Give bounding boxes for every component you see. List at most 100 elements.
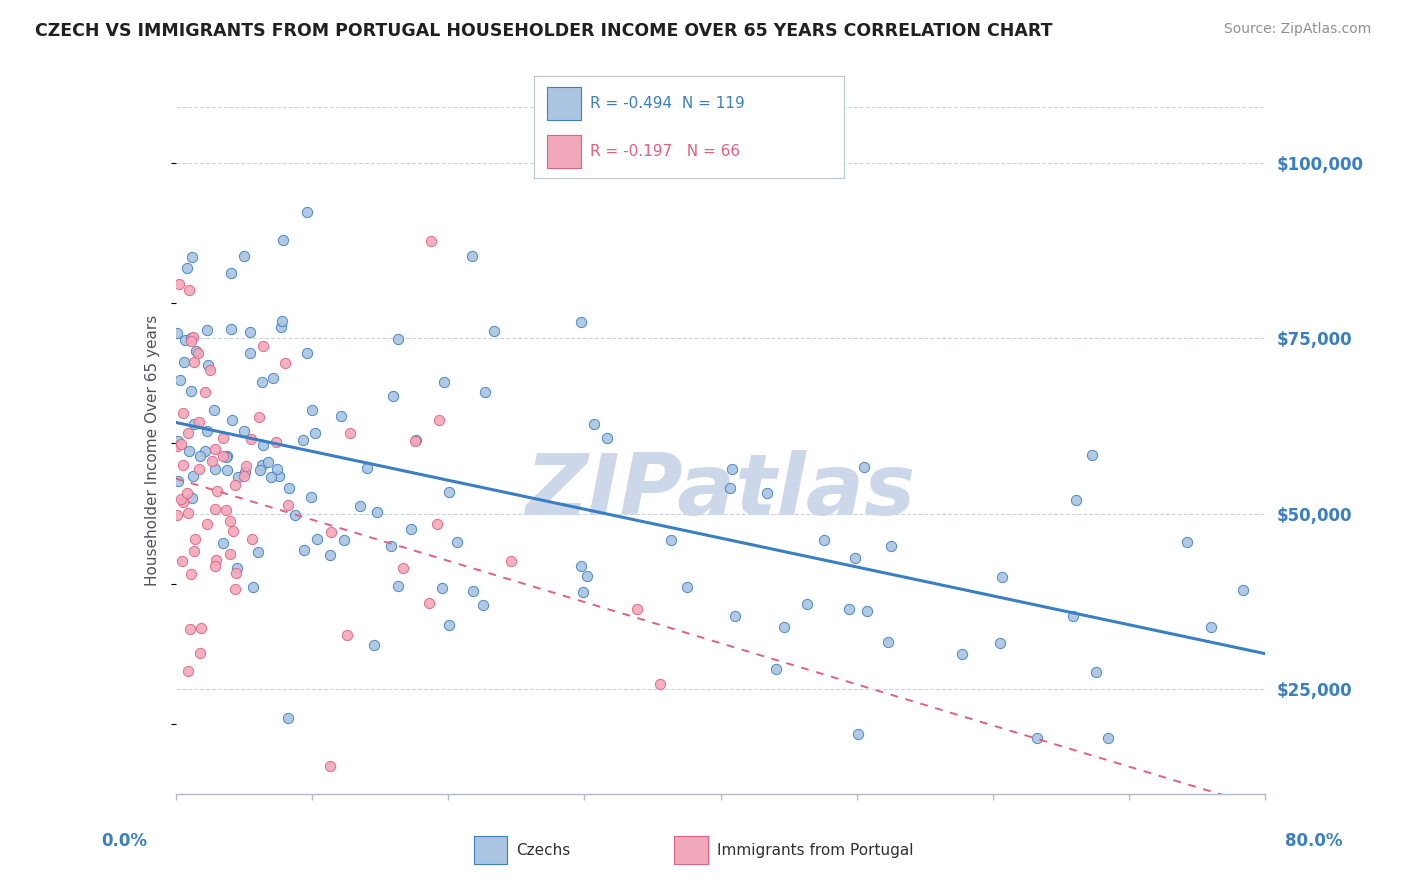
Point (472, 598, 495, 612)
Point (179, 283, 201, 297)
Point (418, 596, 440, 610)
Point (201, 454, 224, 468)
Point (262, 371, 284, 385)
Point (1232, 583, 1254, 598)
Point (267, 469, 290, 483)
Point (437, 617, 460, 632)
Point (1026, 731, 1049, 745)
Point (180, 384, 202, 398)
Point (252, 458, 274, 472)
Point (180, 250, 202, 264)
Point (391, 560, 413, 574)
Point (718, 481, 741, 495)
Point (844, 550, 866, 565)
Point (720, 462, 742, 476)
Point (988, 635, 1011, 649)
Point (198, 363, 221, 377)
Point (233, 424, 256, 438)
Point (876, 635, 898, 649)
Point (330, 409, 353, 423)
Point (224, 478, 246, 492)
Point (295, 345, 318, 359)
Point (813, 533, 835, 547)
Point (183, 355, 205, 369)
Point (183, 544, 205, 558)
Point (569, 559, 592, 574)
Point (166, 326, 188, 340)
Point (215, 450, 238, 465)
Point (212, 431, 235, 445)
Point (240, 532, 263, 546)
Point (880, 539, 903, 553)
Point (336, 628, 359, 642)
Point (756, 486, 779, 500)
Point (225, 566, 247, 581)
Point (194, 443, 217, 458)
Point (214, 502, 236, 516)
Point (188, 646, 211, 660)
Point (181, 330, 204, 344)
Point (765, 662, 787, 676)
Point (420, 234, 443, 248)
Point (249, 463, 271, 477)
Point (226, 470, 249, 484)
Point (219, 547, 242, 561)
Point (284, 508, 307, 522)
Point (166, 434, 188, 448)
Point (626, 601, 648, 615)
Point (257, 455, 280, 469)
Point (659, 533, 682, 547)
Point (319, 548, 342, 562)
Point (291, 433, 314, 447)
Point (172, 407, 194, 421)
Point (224, 582, 246, 596)
Point (252, 338, 274, 352)
Point (181, 491, 204, 505)
Point (170, 437, 193, 451)
Point (427, 413, 450, 427)
Point (270, 319, 292, 334)
Point (239, 326, 262, 340)
Point (166, 439, 188, 453)
Point (239, 432, 262, 446)
Point (242, 580, 264, 594)
Point (990, 569, 1012, 583)
Y-axis label: Householder Income Over 65 years: Householder Income Over 65 years (145, 315, 160, 586)
Point (501, 553, 523, 567)
Point (356, 460, 378, 475)
Point (204, 559, 226, 574)
Point (838, 602, 860, 616)
Point (204, 403, 226, 417)
Point (426, 516, 449, 531)
Point (339, 426, 361, 441)
Point (180, 567, 202, 582)
Point (176, 425, 198, 440)
Point (433, 375, 456, 389)
Point (205, 483, 228, 498)
Point (572, 584, 595, 599)
Point (166, 508, 188, 522)
Point (277, 711, 299, 725)
Point (1199, 619, 1222, 633)
Point (221, 413, 243, 427)
Point (181, 469, 204, 483)
Point (188, 462, 211, 476)
Point (235, 465, 257, 479)
Point (204, 501, 226, 516)
Point (252, 438, 274, 452)
Point (950, 647, 973, 661)
Text: R = -0.197   N = 66: R = -0.197 N = 66 (591, 145, 740, 160)
Point (190, 621, 212, 635)
Point (1081, 448, 1104, 462)
Bar (547, 136, 581, 168)
Point (235, 458, 257, 473)
Point (273, 356, 295, 370)
Point (187, 346, 209, 360)
Point (1175, 535, 1198, 549)
Point (1085, 665, 1108, 679)
Point (772, 620, 794, 634)
Point (174, 333, 197, 347)
Text: R = -0.494  N = 119: R = -0.494 N = 119 (591, 96, 745, 111)
Point (277, 481, 299, 495)
Point (387, 579, 409, 593)
